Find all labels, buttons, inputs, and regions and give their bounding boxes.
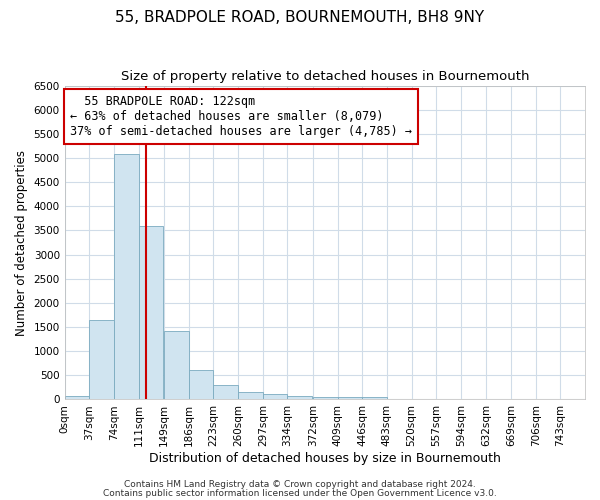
Bar — [65, 396, 89, 400]
Title: Size of property relative to detached houses in Bournemouth: Size of property relative to detached ho… — [121, 70, 529, 83]
Bar — [313, 397, 338, 400]
Bar — [338, 397, 362, 400]
Text: 55 BRADPOLE ROAD: 122sqm  
← 63% of detached houses are smaller (8,079)
37% of s: 55 BRADPOLE ROAD: 122sqm ← 63% of detach… — [70, 95, 412, 138]
Bar — [238, 392, 263, 400]
Text: Contains public sector information licensed under the Open Government Licence v3: Contains public sector information licen… — [103, 488, 497, 498]
Text: Contains HM Land Registry data © Crown copyright and database right 2024.: Contains HM Land Registry data © Crown c… — [124, 480, 476, 489]
Text: 55, BRADPOLE ROAD, BOURNEMOUTH, BH8 9NY: 55, BRADPOLE ROAD, BOURNEMOUTH, BH8 9NY — [115, 10, 485, 25]
Bar — [263, 394, 287, 400]
Bar — [287, 396, 312, 400]
Bar — [164, 332, 189, 400]
Bar — [362, 397, 387, 400]
Bar — [114, 154, 139, 400]
Bar — [189, 370, 214, 400]
Bar — [214, 384, 238, 400]
X-axis label: Distribution of detached houses by size in Bournemouth: Distribution of detached houses by size … — [149, 452, 501, 465]
Bar — [89, 320, 114, 400]
Y-axis label: Number of detached properties: Number of detached properties — [15, 150, 28, 336]
Bar — [139, 226, 163, 400]
